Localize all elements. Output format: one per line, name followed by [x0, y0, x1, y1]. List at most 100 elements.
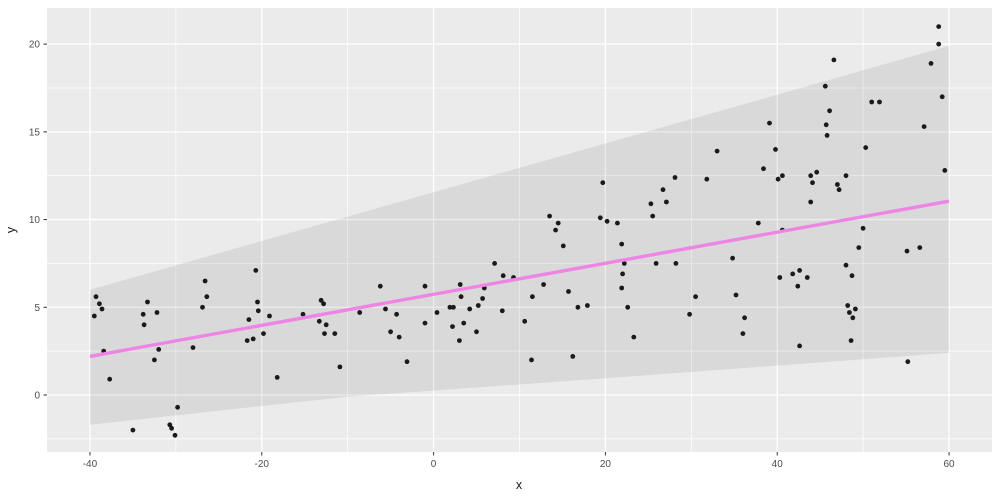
data-point — [797, 268, 802, 273]
data-point — [845, 303, 851, 308]
data-point — [836, 187, 842, 193]
data-point — [810, 180, 815, 186]
data-point — [377, 283, 383, 289]
confidence-band — [90, 45, 949, 425]
data-point — [322, 331, 327, 336]
data-point — [795, 283, 801, 289]
data-point — [200, 304, 205, 310]
data-point — [631, 334, 637, 340]
y-tick-label: 0 — [34, 390, 40, 401]
data-point — [860, 225, 866, 231]
data-point-layer — [91, 24, 948, 438]
data-point — [843, 173, 849, 179]
data-point — [91, 313, 97, 319]
data-point — [687, 311, 692, 317]
data-point — [615, 220, 620, 226]
data-point — [797, 343, 802, 349]
data-point — [733, 292, 739, 298]
x-tick-label: -20 — [255, 459, 270, 470]
data-point — [522, 318, 528, 324]
data-point — [204, 294, 210, 300]
data-point — [575, 304, 581, 310]
data-point — [190, 345, 196, 350]
y-tick-label: 20 — [29, 40, 41, 51]
y-tick-label: 5 — [34, 303, 40, 314]
data-point — [905, 359, 911, 365]
data-point — [566, 289, 571, 294]
data-point — [547, 213, 552, 219]
data-point — [824, 133, 830, 138]
data-point — [250, 336, 256, 342]
data-point — [172, 432, 178, 438]
data-point — [777, 275, 783, 280]
data-point — [154, 310, 160, 315]
data-point — [936, 24, 942, 29]
data-point — [99, 306, 105, 312]
data-point — [318, 297, 324, 303]
data-point — [202, 278, 208, 284]
data-point — [928, 61, 934, 66]
data-point — [804, 275, 810, 280]
data-point — [500, 273, 506, 279]
data-point — [600, 180, 606, 186]
data-point — [767, 120, 772, 126]
data-point — [831, 57, 837, 63]
data-point — [467, 306, 473, 312]
data-point — [814, 169, 820, 175]
data-point — [742, 315, 747, 321]
data-point — [422, 283, 428, 289]
data-point — [396, 334, 402, 340]
data-point — [775, 176, 781, 182]
data-point — [620, 271, 625, 277]
y-axis-title: y — [4, 226, 18, 233]
data-point — [823, 122, 829, 128]
data-point — [267, 313, 272, 319]
regression-line — [89, 199, 950, 359]
data-point — [499, 308, 505, 314]
data-point — [357, 310, 363, 315]
data-point — [942, 168, 948, 173]
data-point — [321, 301, 326, 307]
data-point — [850, 315, 856, 321]
data-point — [530, 294, 535, 300]
data-point — [246, 317, 252, 322]
data-point — [244, 338, 250, 343]
data-point — [660, 187, 666, 193]
data-point — [447, 304, 453, 310]
data-point — [475, 303, 481, 308]
data-point — [604, 218, 610, 224]
data-point — [653, 261, 659, 266]
data-point — [140, 311, 146, 317]
data-point — [261, 331, 266, 336]
data-point — [619, 241, 625, 247]
data-point — [492, 261, 497, 266]
data-point — [560, 243, 566, 249]
data-point — [553, 227, 558, 233]
axis-layer: -40 -20 0 20 40 60 0 5 10 15 20 — [29, 40, 955, 470]
data-point — [869, 99, 875, 105]
data-point — [936, 41, 942, 47]
x-axis-title: x — [516, 478, 523, 492]
data-point — [585, 303, 590, 308]
data-point — [619, 285, 625, 291]
data-point — [141, 322, 147, 328]
data-point — [780, 173, 785, 179]
data-point — [422, 320, 428, 326]
data-point — [474, 329, 479, 335]
data-point — [648, 201, 654, 207]
data-point — [848, 338, 854, 343]
data-point — [253, 268, 259, 273]
data-point — [664, 199, 669, 205]
data-point — [457, 338, 462, 343]
x-tick-label: 0 — [431, 459, 437, 470]
data-point — [921, 124, 927, 129]
data-point — [863, 145, 869, 151]
data-point — [145, 299, 150, 305]
data-point — [714, 148, 720, 154]
data-point — [337, 364, 343, 370]
data-point — [570, 354, 576, 359]
data-point — [255, 308, 261, 314]
x-tick-label: -40 — [83, 459, 98, 470]
confidence-band-layer — [90, 45, 949, 425]
data-point — [693, 294, 698, 300]
